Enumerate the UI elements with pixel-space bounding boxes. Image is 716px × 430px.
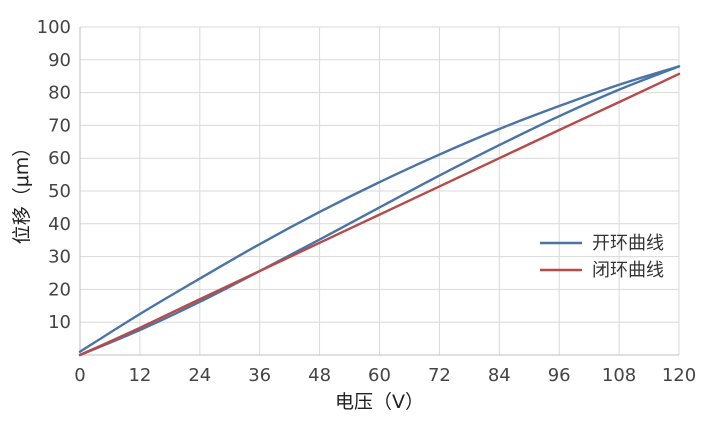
y-tick-label: 50 xyxy=(48,181,71,202)
y-tick-label: 10 xyxy=(48,312,71,333)
tick-labels: 0 12 24 36 48 60 72 84 96 108 120 10 20 30 40 50 60 70 80 9… xyxy=(37,17,697,386)
y-axis-title: 位移（μm） xyxy=(11,138,33,245)
y-tick-label: 60 xyxy=(48,148,71,169)
x-tick-label: 60 xyxy=(368,365,391,386)
series-line-0 xyxy=(78,65,681,357)
series-lines xyxy=(78,65,681,357)
y-tick-label: 70 xyxy=(48,115,71,136)
x-tick-label: 108 xyxy=(602,365,636,386)
x-tick-label: 120 xyxy=(662,365,696,386)
y-tick-label: 40 xyxy=(48,214,71,235)
x-tick-label: 72 xyxy=(428,365,451,386)
y-tick-label: 20 xyxy=(48,279,71,300)
y-tick-label: 80 xyxy=(48,83,71,104)
y-tick-label: 30 xyxy=(48,247,71,268)
x-tick-label: 12 xyxy=(128,365,151,386)
series-line-1 xyxy=(78,72,681,357)
x-axis-title: 电压（V） xyxy=(335,391,424,413)
axes xyxy=(79,27,679,356)
x-tick-label: 48 xyxy=(308,365,331,386)
series-line-0 xyxy=(78,65,681,353)
grid xyxy=(80,26,680,355)
x-tick-label: 0 xyxy=(74,365,85,386)
x-tick-label: 24 xyxy=(188,365,211,386)
legend-label: 开环曲线 xyxy=(592,233,664,254)
x-tick-label: 84 xyxy=(488,365,511,386)
y-tick-label: 90 xyxy=(48,50,71,71)
x-tick-label: 36 xyxy=(248,365,271,386)
legend-label: 闭环曲线 xyxy=(592,260,664,281)
y-tick-label: 100 xyxy=(37,17,71,38)
x-tick-label: 96 xyxy=(548,365,571,386)
